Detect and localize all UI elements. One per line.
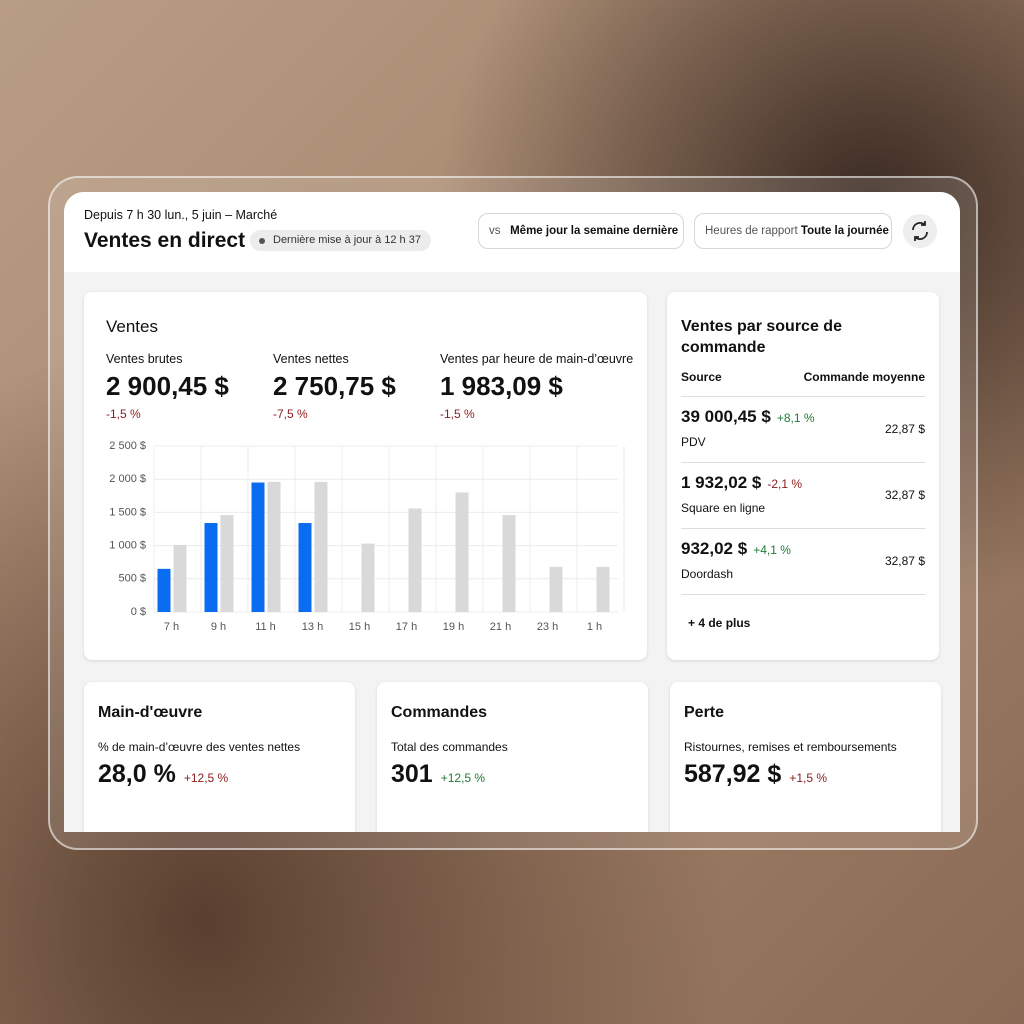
title: Ventes en direct [84,229,246,252]
badge: Dernière mise à jour à 12 h 37 [250,230,431,251]
bar [251,482,265,612]
card-title: Perte [684,704,725,721]
y-tick-label: 1 500 $ [109,506,146,518]
card-title: Ventes par source de commande [681,318,842,356]
hours-value: Toute la journée [800,225,889,237]
status-dot [259,238,265,244]
bar [173,544,187,612]
divider [681,396,925,397]
more-link[interactable]: + 4 de plus [688,616,751,630]
x-tick-label: 21 h [490,621,511,633]
bar [408,508,422,612]
row-name: PDV [681,435,706,449]
column-header: Source [681,370,722,384]
row-amount: 1 932,02 $ [681,473,762,492]
card-value: 28,0 % [98,760,176,788]
bar [314,481,328,612]
bar [298,523,312,612]
metric-label: Ventes brutes [106,352,183,366]
card-value: 587,92 $ [684,760,782,788]
metric-value: 1 983,09 $ [440,371,563,401]
compare-button[interactable]: vs Même jour la semaine dernière [478,213,684,249]
card-change: +12,5 % [183,771,229,785]
x-tick-label: 1 h [587,621,602,633]
card-change: +1,5 % [789,771,828,785]
x-tick-label: 11 h [255,621,276,633]
bar [596,566,610,612]
card-value: 301 [391,760,433,788]
compare-prefix: vs [489,225,501,237]
metric-label: Ventes nettes [273,352,349,366]
row-amount: 932,02 $ [681,539,748,558]
card-value-line: 587,92 $ +1,5 % [684,760,827,789]
bar [549,566,563,612]
x-tick-label: 17 h [396,621,417,633]
row-change: +4,1 % [753,543,791,557]
metric-change: -7,5 % [273,407,308,421]
subtitle: Depuis 7 h 30 lun., 5 juin – Marché [84,208,278,222]
compare-value: Même jour la semaine dernière [510,225,679,237]
row-change: -2,1 % [767,477,803,491]
summary-card: Perte Ristournes, remises et remboursemen… [670,682,941,832]
x-tick-label: 15 h [349,621,370,633]
x-tick-label: 9 h [211,621,226,633]
divider [681,528,925,529]
card-title: Ventes [106,317,158,336]
card-title: Main-d'œuvre [98,704,203,721]
card-label: % de main-d’œuvre des ventes nettes [98,740,301,754]
card-label: Total des commandes [391,740,508,754]
summary-card: Main-d'œuvre % de main-d’œuvre des ventes… [84,682,355,832]
row-name: Doordash [681,567,734,581]
y-tick-label: 2 500 $ [109,440,146,452]
x-tick-label: 13 h [302,621,323,633]
header: Depuis 7 h 30 lun., 5 juin – Marché Vent… [64,192,960,272]
bar [220,515,234,612]
card-label: Ristournes, remises et remboursements [684,740,897,754]
card-title: Commandes [391,704,488,721]
row-average: 32,87 $ [884,488,925,502]
card-change: +12,5 % [440,771,486,785]
source-card: Ventes par source de commande Source Com… [667,292,939,660]
y-tick-label: 1 000 $ [109,540,146,552]
badge-text: Dernière mise à jour à 12 h 37 [273,234,421,246]
card-value-line: 301 +12,5 % [391,760,485,789]
y-tick-label: 0 $ [131,606,146,618]
x-tick-label: 7 h [164,621,179,633]
divider [681,594,925,595]
divider [681,462,925,463]
bar [204,523,218,612]
metric-value: 2 750,75 $ [273,371,396,401]
bar [455,492,469,612]
row-amount: 39 000,45 $ [681,407,771,426]
x-tick-label: 23 h [537,621,558,633]
chart: 0 $ 500 $ 1 000 $ 1 500 $ 2 000 $ 2 500 $ 7 h 9… [109,440,625,633]
refresh-button[interactable] [902,213,938,249]
row-amount-line: 39 000,45 $ +8,1 % [681,407,815,427]
row-average: 32,87 $ [884,554,925,568]
row-name: Square en ligne [681,501,766,515]
summary-card: Commandes Total des commandes 301 +12,5 % [377,682,648,832]
column-header: Commande moyenne [803,370,925,384]
hours-button[interactable]: Heures de rapport Toute la journée [694,213,892,249]
metric-change: -1,5 % [440,407,475,421]
bar [502,515,516,612]
bar [267,481,281,612]
bar [361,543,375,612]
x-tick-label: 19 h [443,621,464,633]
metric-change: -1,5 % [106,407,141,421]
row-amount-line: 932,02 $ +4,1 % [681,539,791,559]
metric-value: 2 900,45 $ [106,371,229,401]
row-average: 22,87 $ [884,422,925,436]
bar [157,568,171,612]
y-tick-label: 2 000 $ [109,473,146,485]
row-change: +8,1 % [776,411,815,425]
hours-label: Heures de rapport [705,225,798,237]
row-amount-line: 1 932,02 $ -2,1 % [681,473,802,493]
metric-label: Ventes par heure de main-d’œuvre [440,352,634,366]
y-tick-label: 500 $ [118,573,146,585]
card-value-line: 28,0 % +12,5 % [98,760,228,789]
